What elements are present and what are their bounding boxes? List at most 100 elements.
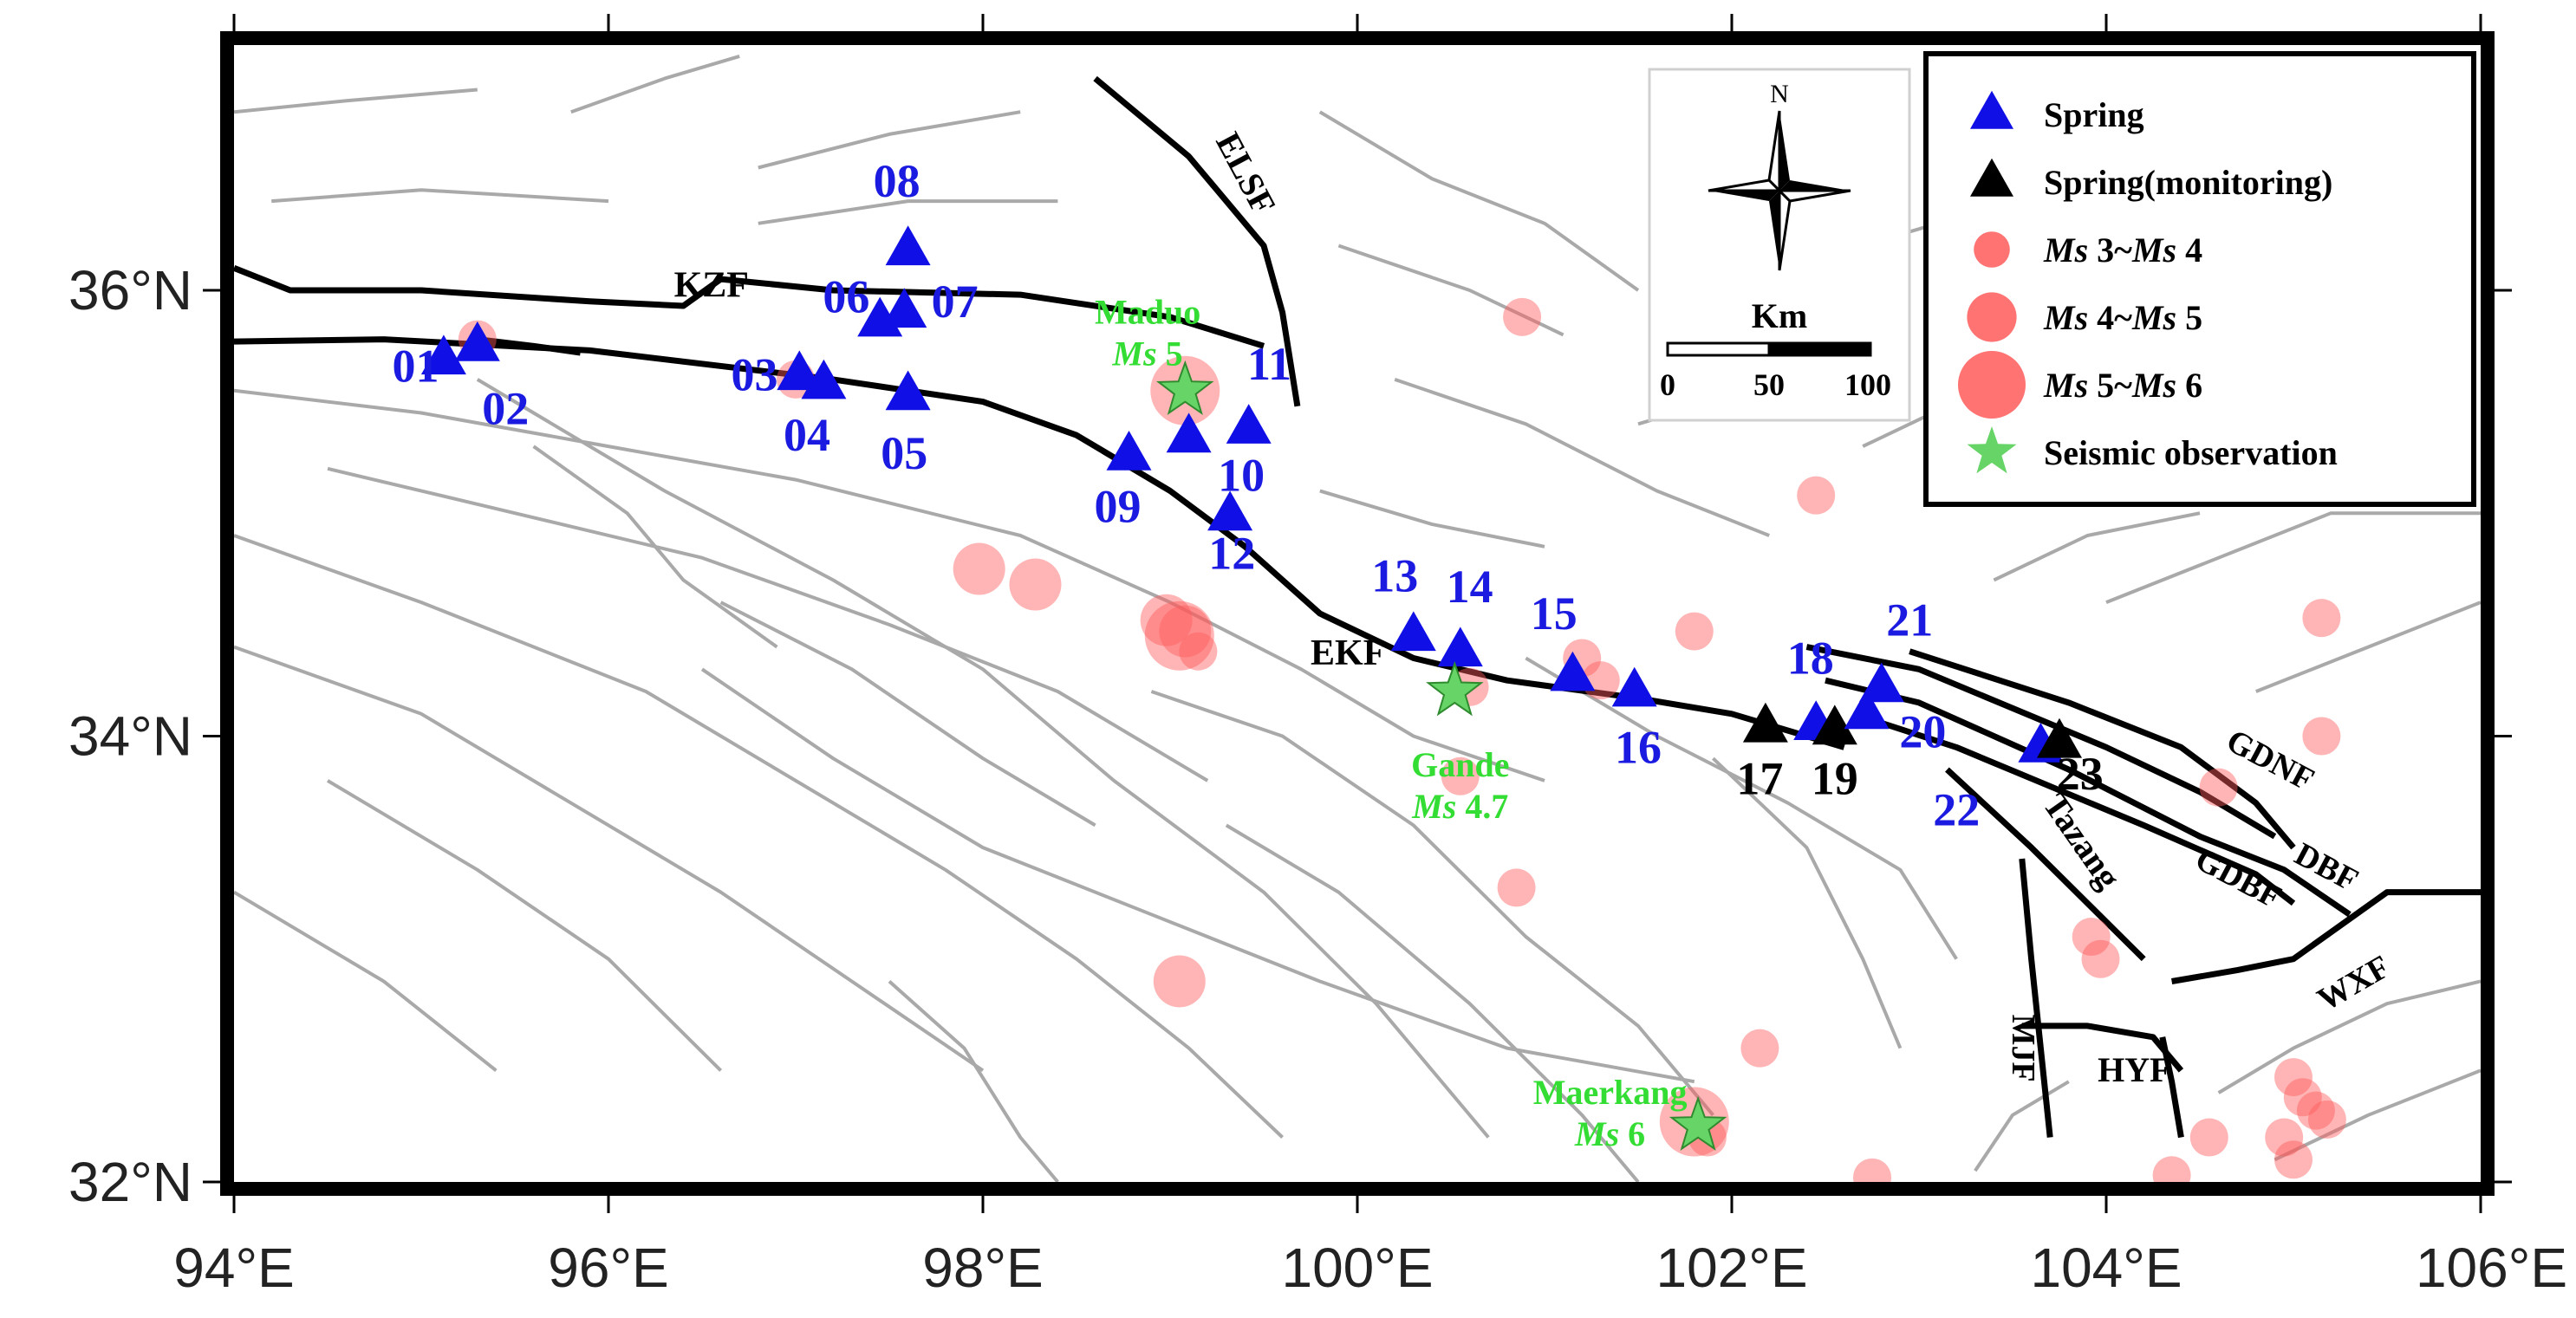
- lat-tick-label: 32°N: [68, 1151, 192, 1213]
- scale-label-0: 0: [1660, 367, 1675, 402]
- earthquake-marker: [1159, 605, 1212, 658]
- earthquake-marker: [2307, 1100, 2346, 1139]
- fault-label: KZF: [674, 266, 749, 306]
- earthquake-marker: [2274, 1058, 2313, 1097]
- lat-tick-label: 36°N: [68, 259, 192, 321]
- legend-label: Ms 5~Ms 6: [2043, 366, 2202, 405]
- earthquake-marker: [1144, 601, 1214, 671]
- springs: [420, 225, 2082, 763]
- spring-label: 15: [1531, 588, 1577, 640]
- spring-marker: [885, 225, 931, 266]
- scale-label-100: 100: [1844, 367, 1891, 402]
- major-fault-line: [477, 336, 582, 356]
- major-fault-line: [1825, 677, 2352, 918]
- lon-tick-label: 100°E: [1281, 1237, 1433, 1299]
- seismic-observation-star-icon: [1669, 1095, 1727, 1152]
- spring-marker: [1226, 404, 1272, 444]
- minor-fault-line: [234, 890, 498, 1072]
- minor-fault-line: [1318, 110, 1640, 292]
- spring-monitoring-marker: [1742, 702, 1788, 743]
- lon-tick-label: 94°E: [173, 1237, 294, 1299]
- scale-unit-label: Km: [1752, 296, 1807, 335]
- minor-fault-line: [1993, 511, 2201, 582]
- earthquake-marker: [2072, 918, 2111, 957]
- spring-monitoring-marker: [1812, 704, 1857, 745]
- spring-marker: [801, 359, 847, 399]
- legend-triangle-icon: [1970, 158, 2013, 197]
- earthquake-marker: [1497, 868, 1536, 907]
- axis-ticks: [203, 14, 2512, 1213]
- spring-label: 09: [1095, 481, 1142, 533]
- minor-fault-line: [327, 466, 1209, 782]
- minor-fault-line: [532, 445, 778, 649]
- minor-fault-line: [271, 188, 609, 204]
- major-fault-line: [1805, 644, 2277, 840]
- minor-fault-line: [2274, 1068, 2481, 1162]
- legend-label: Ms 4~Ms 5: [2043, 298, 2202, 337]
- legend-label: Spring: [2044, 95, 2144, 134]
- spring-label: 10: [1218, 450, 1265, 502]
- earthquake-marker: [2302, 717, 2341, 756]
- scale-label-50: 50: [1753, 367, 1785, 402]
- minor-fault-line: [888, 980, 1059, 1182]
- earthquake-marker: [1675, 612, 1714, 651]
- compass-box: N Km 0 50 100: [1648, 68, 1911, 422]
- legend-star-icon: [1967, 426, 2017, 474]
- major-fault-line: [234, 265, 1265, 349]
- earthquake-marker: [1853, 1158, 1891, 1182]
- major-fault-line: [2171, 889, 2481, 984]
- spring-marker: [881, 288, 927, 328]
- lon-tick-label: 96°E: [548, 1237, 668, 1299]
- spring-label: 17: [1736, 752, 1783, 804]
- minor-fault-line: [2105, 511, 2481, 604]
- earthquake-marker: [2081, 939, 2120, 978]
- spring-marker: [1858, 662, 1904, 703]
- spring-label: 03: [731, 349, 777, 401]
- earthquake-marker: [1153, 955, 1206, 1008]
- compass-north-label: N: [1770, 80, 1789, 108]
- legend-label: Seismic observation: [2044, 433, 2338, 472]
- legend-items: Spring Spring(monitoring) Ms 3~Ms 4 Ms 4~Ms…: [1958, 90, 2338, 474]
- minor-fault-line: [1337, 243, 1564, 337]
- minor-fault-line: [1525, 656, 1958, 960]
- major-fault-line: [1945, 767, 2146, 962]
- minor-fault-line: [719, 601, 1096, 828]
- spring-marker: [420, 334, 466, 375]
- spring-label: 20: [1899, 705, 1946, 757]
- spring-label: 23: [2057, 748, 2104, 800]
- minor-fault-line: [1712, 756, 1903, 1049]
- minor-fault-line: [476, 378, 1490, 1139]
- seismic-observation-name: Gande: [1411, 745, 1509, 784]
- seismic-observation-magnitude: Ms 6: [1574, 1114, 1645, 1153]
- legend: Spring Spring(monitoring) Ms 3~Ms 4 Ms 4~Ms…: [1923, 51, 2476, 507]
- spring-label: 02: [482, 382, 529, 434]
- earthquake-marker: [1009, 558, 1062, 611]
- seismic-observation-magnitude: Ms 5: [1112, 334, 1183, 373]
- spring-label: 21: [1886, 594, 1933, 646]
- seismic-observation-star-icon: [1426, 661, 1484, 717]
- fault-label: MJF: [2005, 1015, 2041, 1082]
- map-frame: [220, 31, 2495, 1196]
- major-fault-line: [2159, 1036, 2184, 1139]
- spring-marker: [1207, 490, 1253, 531]
- minor-fault-line: [1394, 378, 1770, 537]
- minor-fault-line: [700, 667, 1695, 1084]
- earthquake-marker: [2199, 768, 2238, 807]
- fault-label: HYF: [2098, 1050, 2170, 1089]
- spring-label: 16: [1615, 721, 1662, 773]
- scale-bar: [1666, 341, 1872, 357]
- spring-label: 19: [1812, 752, 1858, 804]
- major-fault-line: [1093, 75, 1301, 407]
- minor-fault-line: [2255, 601, 2481, 693]
- earthquake-marker: [1797, 476, 1836, 515]
- minor-fault-line: [234, 88, 478, 114]
- minor-fault-line: [234, 534, 1284, 1139]
- earthquake-marker: [2152, 1156, 2191, 1182]
- seismic-observation-name: Maduo: [1095, 293, 1200, 332]
- major-fault-line: [1909, 648, 2296, 850]
- spring-label: 22: [1933, 783, 1980, 835]
- legend-circle-icon: [1967, 292, 2017, 342]
- earthquake-marker: [1740, 1029, 1779, 1068]
- minor-fault-line: [1150, 690, 1714, 1117]
- axis-labels: 94°E 96°E 98°E 100°E 102°E 104°E 106°E 32°N 34°N…: [68, 259, 2567, 1299]
